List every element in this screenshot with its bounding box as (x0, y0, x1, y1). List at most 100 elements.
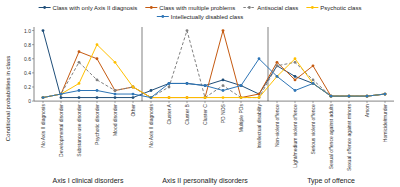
series-point (204, 96, 207, 99)
series-point (258, 96, 261, 99)
series-point (168, 82, 171, 85)
series-point (96, 43, 99, 46)
series-point (276, 64, 279, 67)
series-point (366, 95, 369, 98)
series-point (240, 84, 243, 87)
chart: Class with only Axis II diagnosis Class w… (0, 0, 400, 187)
series-point (258, 96, 261, 99)
group-separator (268, 27, 269, 101)
series-point (330, 95, 333, 98)
x-tick (43, 101, 44, 103)
series-point (186, 96, 189, 99)
group-label: Type of offence (307, 177, 355, 185)
series-point (168, 96, 171, 99)
x-tick-label: Developmental disorder (58, 104, 64, 157)
series-point (312, 82, 315, 85)
x-tick-labels: No Axis II diagnosis Developmental disord… (40, 103, 388, 171)
series-point (60, 93, 63, 96)
x-tick (241, 101, 242, 103)
series-point (60, 93, 63, 96)
x-tick-label: Other (130, 104, 136, 117)
series-point (150, 96, 153, 99)
series-point (42, 96, 45, 99)
y-axis-label: Conditional probabilities in class (5, 56, 11, 141)
y-tick (32, 72, 34, 73)
x-tick (115, 101, 116, 103)
series-line (43, 31, 385, 98)
series-point (114, 96, 117, 99)
series-point (240, 96, 243, 99)
series-point (114, 89, 117, 92)
series-point (186, 96, 189, 99)
group-separator (142, 27, 143, 101)
legend-line (39, 7, 51, 8)
series-point (384, 93, 387, 96)
series-point (240, 96, 243, 99)
legend-line (145, 7, 157, 8)
legend-line (306, 7, 318, 8)
series-point (150, 96, 153, 99)
series-point (240, 84, 243, 87)
series-point (222, 29, 225, 32)
series-point (348, 95, 351, 98)
y-axis-line (34, 27, 35, 101)
series-point (96, 57, 99, 60)
series-point (42, 29, 45, 32)
series-point (348, 95, 351, 98)
group-label: Axis I clinical disorders (53, 177, 124, 184)
x-tick-label: Sexual offence against adults (328, 104, 334, 170)
series-point (222, 84, 225, 87)
x-tick-label: No Axis II diagnosis (40, 104, 46, 148)
series (42, 43, 387, 99)
series-point (186, 82, 189, 85)
x-tick-label: PD NOS (220, 103, 226, 123)
y-tick (32, 58, 34, 59)
x-tick-label: Homicide/murder (382, 104, 388, 142)
series-point (312, 82, 315, 85)
series-point (186, 82, 189, 85)
series-point (150, 89, 153, 92)
axes: 00.20.40.60.81.0 (24, 27, 394, 104)
series-point (348, 95, 351, 98)
legend-line (157, 16, 169, 17)
series-point (96, 96, 99, 99)
legend-marker (161, 15, 164, 18)
y-tick (32, 101, 34, 102)
series-point (42, 96, 45, 99)
x-tick-label: Psychotic disorder (94, 104, 100, 145)
series-point (78, 82, 81, 85)
group-label: Axis II personality disorders (162, 177, 248, 185)
series-point (294, 89, 297, 92)
legend-marker (150, 6, 153, 9)
series-point (294, 75, 297, 78)
legend-item: Class with multiple problems (145, 5, 235, 11)
series-point (330, 95, 333, 98)
series-point (132, 86, 135, 89)
series-point (222, 89, 225, 92)
x-tick (259, 101, 260, 103)
series-point (366, 95, 369, 98)
legend-item: Psychotic class (306, 5, 361, 11)
series-point (168, 86, 171, 89)
series-point (114, 93, 117, 96)
legend-label: Class with only Axis II diagnosis (53, 5, 138, 11)
series-point (204, 84, 207, 87)
y-tick-label: 0.8 (24, 42, 31, 48)
x-tick-label: Arson (364, 104, 370, 117)
legend-label: Psychotic class (320, 5, 361, 11)
legend-line (243, 7, 255, 8)
series-point (276, 64, 279, 67)
legend-label: Antisocial class (257, 5, 298, 11)
series-point (348, 95, 351, 98)
x-tick (223, 101, 224, 103)
x-tick (349, 101, 350, 103)
series-line (43, 45, 385, 98)
series (42, 57, 387, 99)
x-tick (331, 101, 332, 103)
x-tick (187, 101, 188, 103)
series-point (78, 50, 81, 53)
x-tick (277, 101, 278, 103)
series-point (222, 79, 225, 82)
series-point (240, 96, 243, 99)
series-point (114, 61, 117, 64)
